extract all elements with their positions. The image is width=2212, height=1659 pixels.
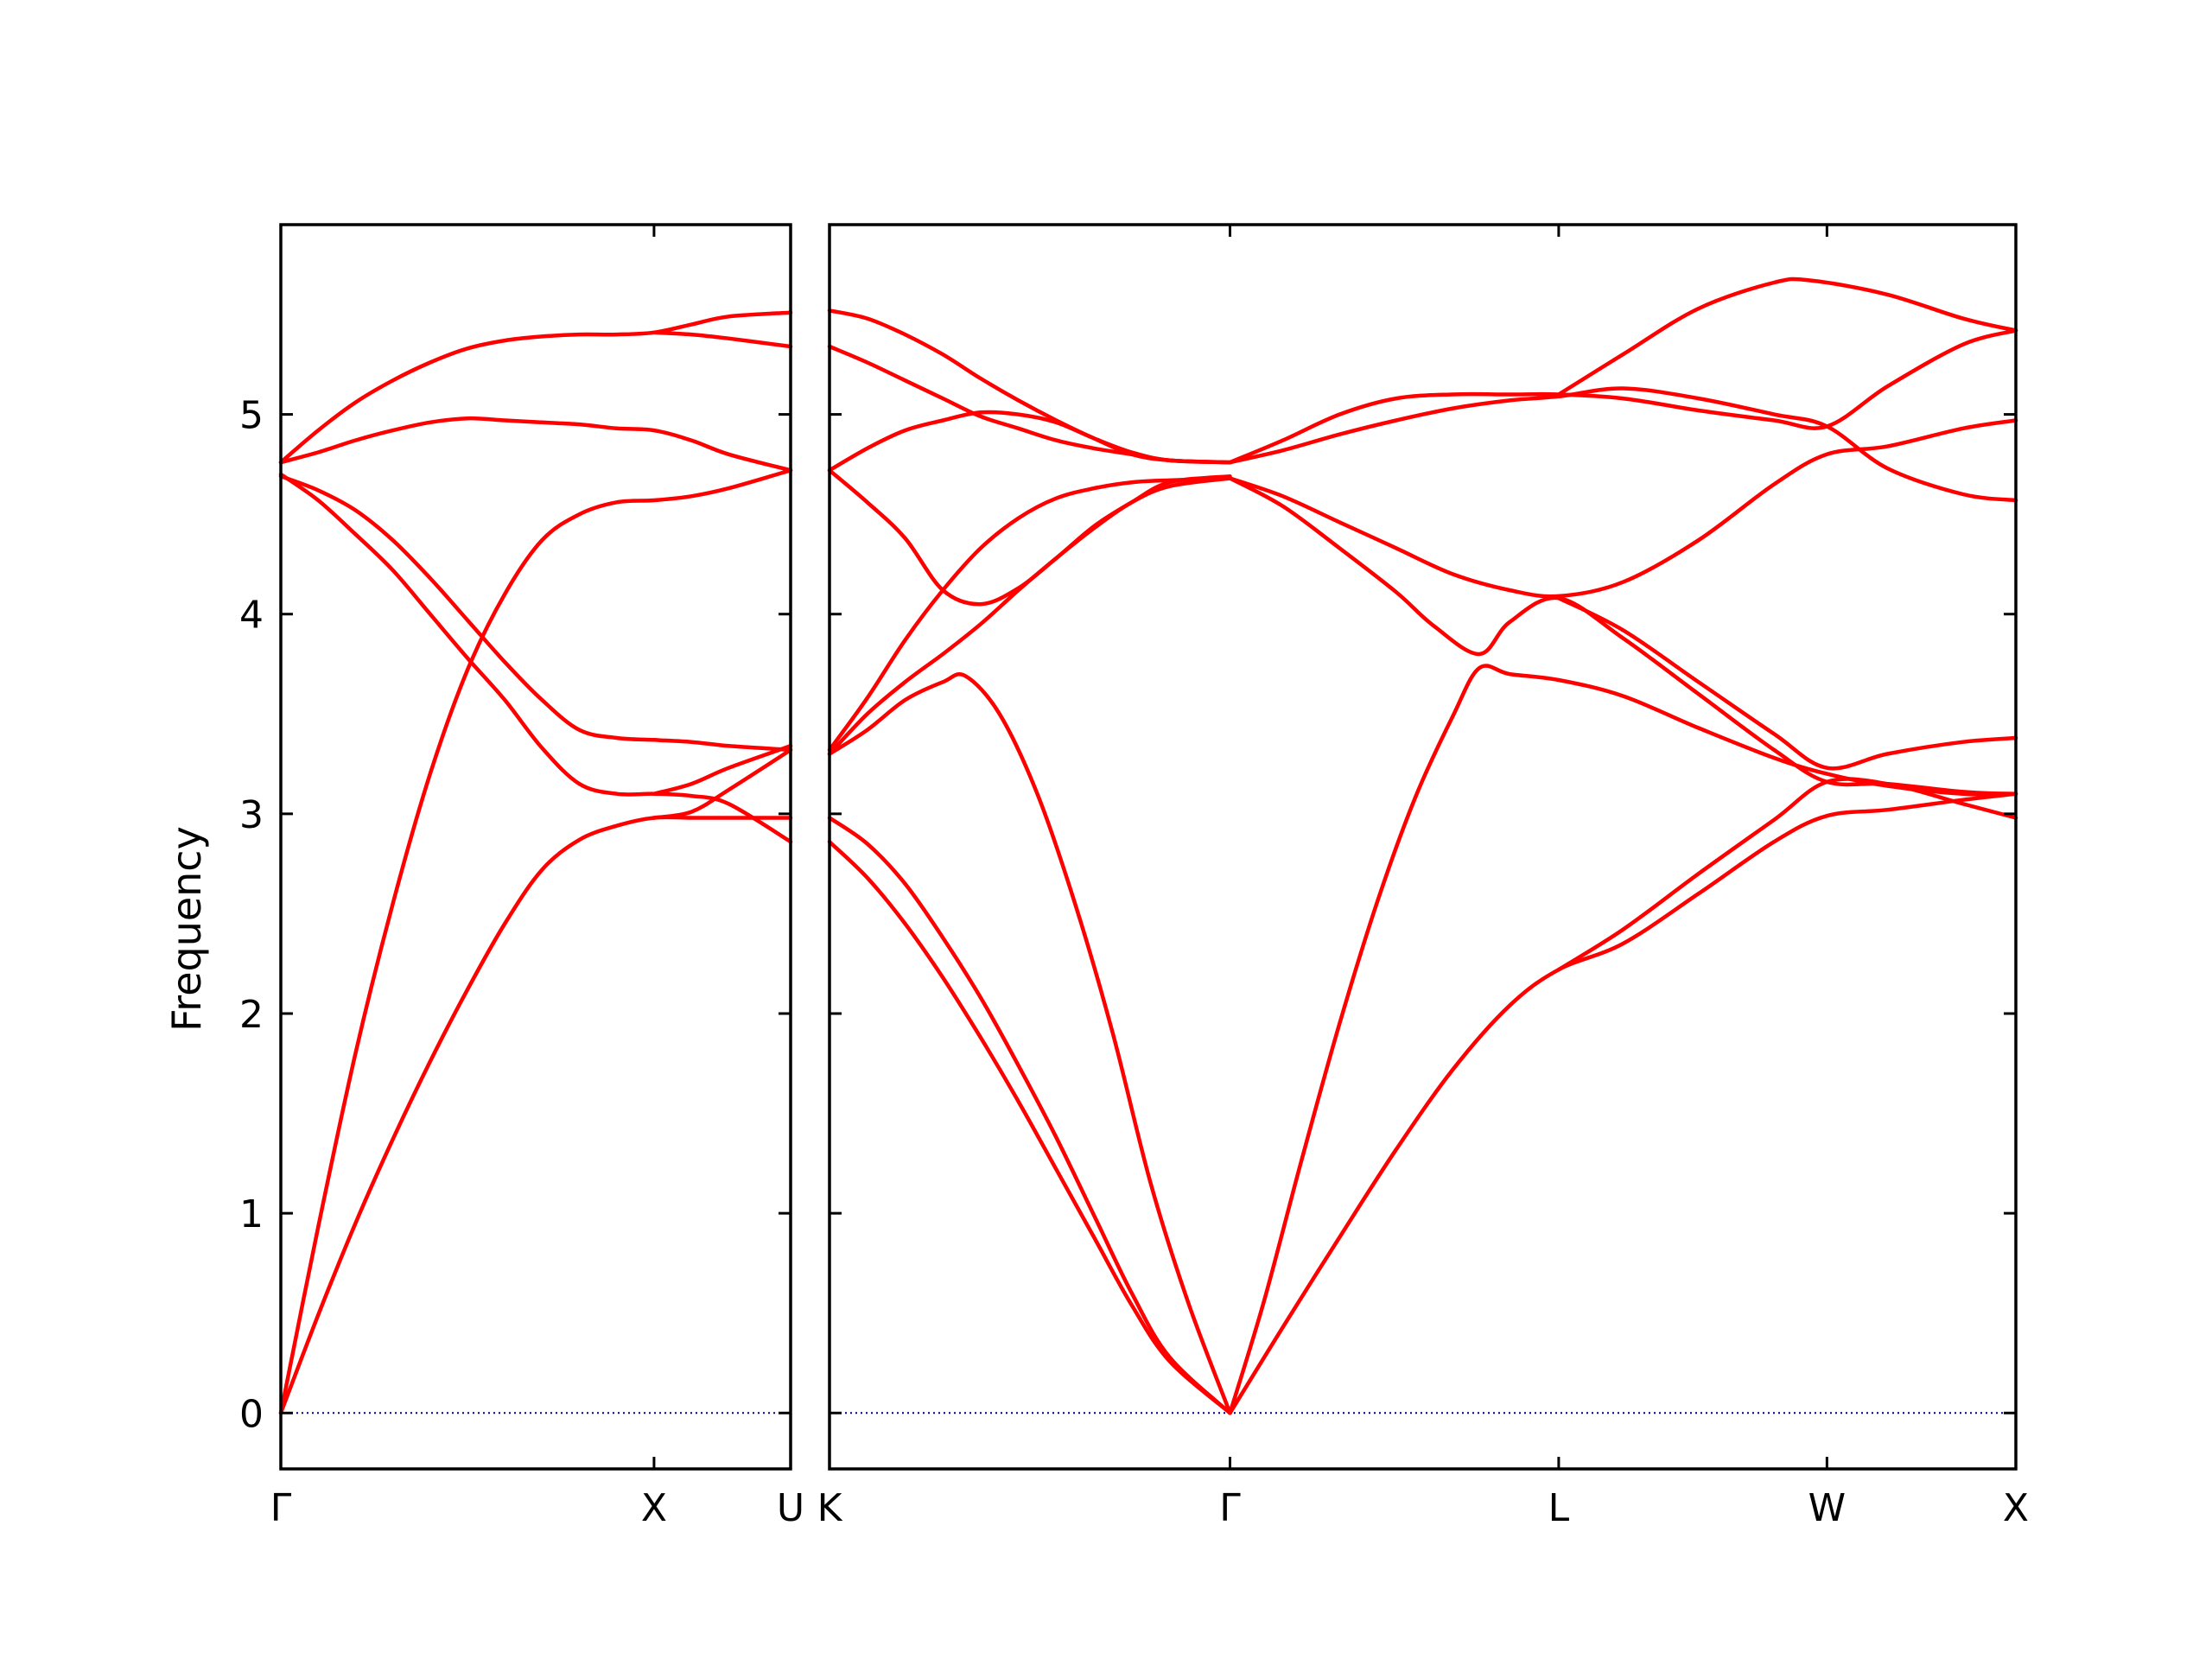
- band-line-9: [652, 744, 793, 796]
- band-line-4: [278, 472, 793, 844]
- band-line-2: [827, 839, 1232, 1415]
- x-tick-label: Γ: [270, 1486, 292, 1530]
- band-line-16: [1228, 386, 2018, 503]
- band-line-6: [827, 468, 1232, 607]
- band-line-14: [1228, 476, 2018, 796]
- band-line-8: [652, 747, 793, 820]
- band-line-3: [278, 474, 793, 753]
- band-line-4: [827, 476, 1232, 753]
- band-line-6: [278, 310, 793, 465]
- panel-left: 0 1 2 3 4 5 Γ X U: [239, 223, 804, 1530]
- x-tick-label: X: [641, 1486, 667, 1530]
- band-line-18: [1556, 276, 2018, 397]
- y-tick-label: 1: [239, 1192, 264, 1236]
- plot-frame: [279, 223, 792, 1471]
- band-line-7: [652, 330, 793, 349]
- plot-frame: [828, 223, 2018, 1471]
- band-line-10: [1228, 664, 2018, 1415]
- band-line-2: [278, 815, 793, 1415]
- band-line-11: [1228, 791, 2018, 1415]
- y-axis-title: Frequency: [163, 826, 210, 1032]
- y-tick-label: 4: [239, 594, 264, 638]
- y-tick-label: 0: [239, 1392, 264, 1436]
- band-line-17: [1228, 328, 2018, 465]
- x-tick-label: K: [817, 1486, 843, 1530]
- band-line-3: [827, 671, 1232, 1415]
- y-tick-label: 5: [239, 394, 264, 438]
- x-tick-label: W: [1808, 1486, 1847, 1530]
- band-line-15: [1228, 418, 2018, 599]
- x-tick-label: L: [1548, 1486, 1570, 1530]
- y-tick-label: 3: [239, 793, 264, 837]
- x-tick-label: Γ: [1219, 1486, 1241, 1530]
- band-line-1: [827, 816, 1232, 1415]
- band-line-13: [1556, 595, 2018, 771]
- y-tick-label: 2: [239, 993, 264, 1037]
- x-tick-label: U: [777, 1486, 804, 1530]
- band-line-12: [1556, 777, 2018, 972]
- x-tick-label: X: [2003, 1486, 2029, 1530]
- band-line-1: [278, 468, 793, 1415]
- band-line-9: [827, 308, 1232, 465]
- band-line-5: [278, 416, 793, 473]
